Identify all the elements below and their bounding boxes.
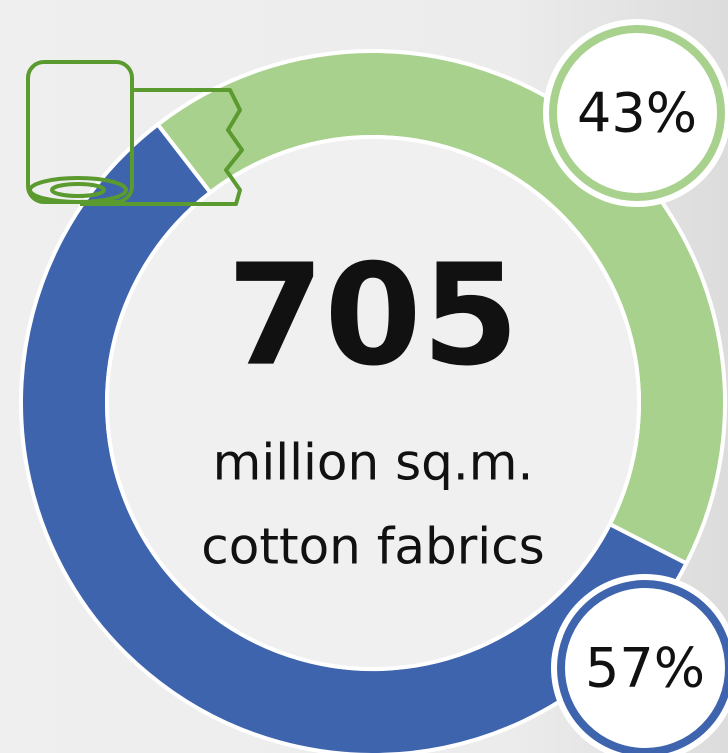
data-label: 43% xyxy=(577,82,697,145)
data-label: 57% xyxy=(585,637,705,700)
fabric-icon xyxy=(26,60,244,206)
badge-ring xyxy=(557,580,728,753)
center-value: 705 xyxy=(227,235,519,398)
badges: 43% 57% xyxy=(543,19,728,753)
inner-circle xyxy=(105,135,641,671)
badge-ring xyxy=(549,25,725,201)
center-caption: million sq.m. xyxy=(213,434,534,492)
center-caption: cotton fabrics xyxy=(201,518,544,576)
